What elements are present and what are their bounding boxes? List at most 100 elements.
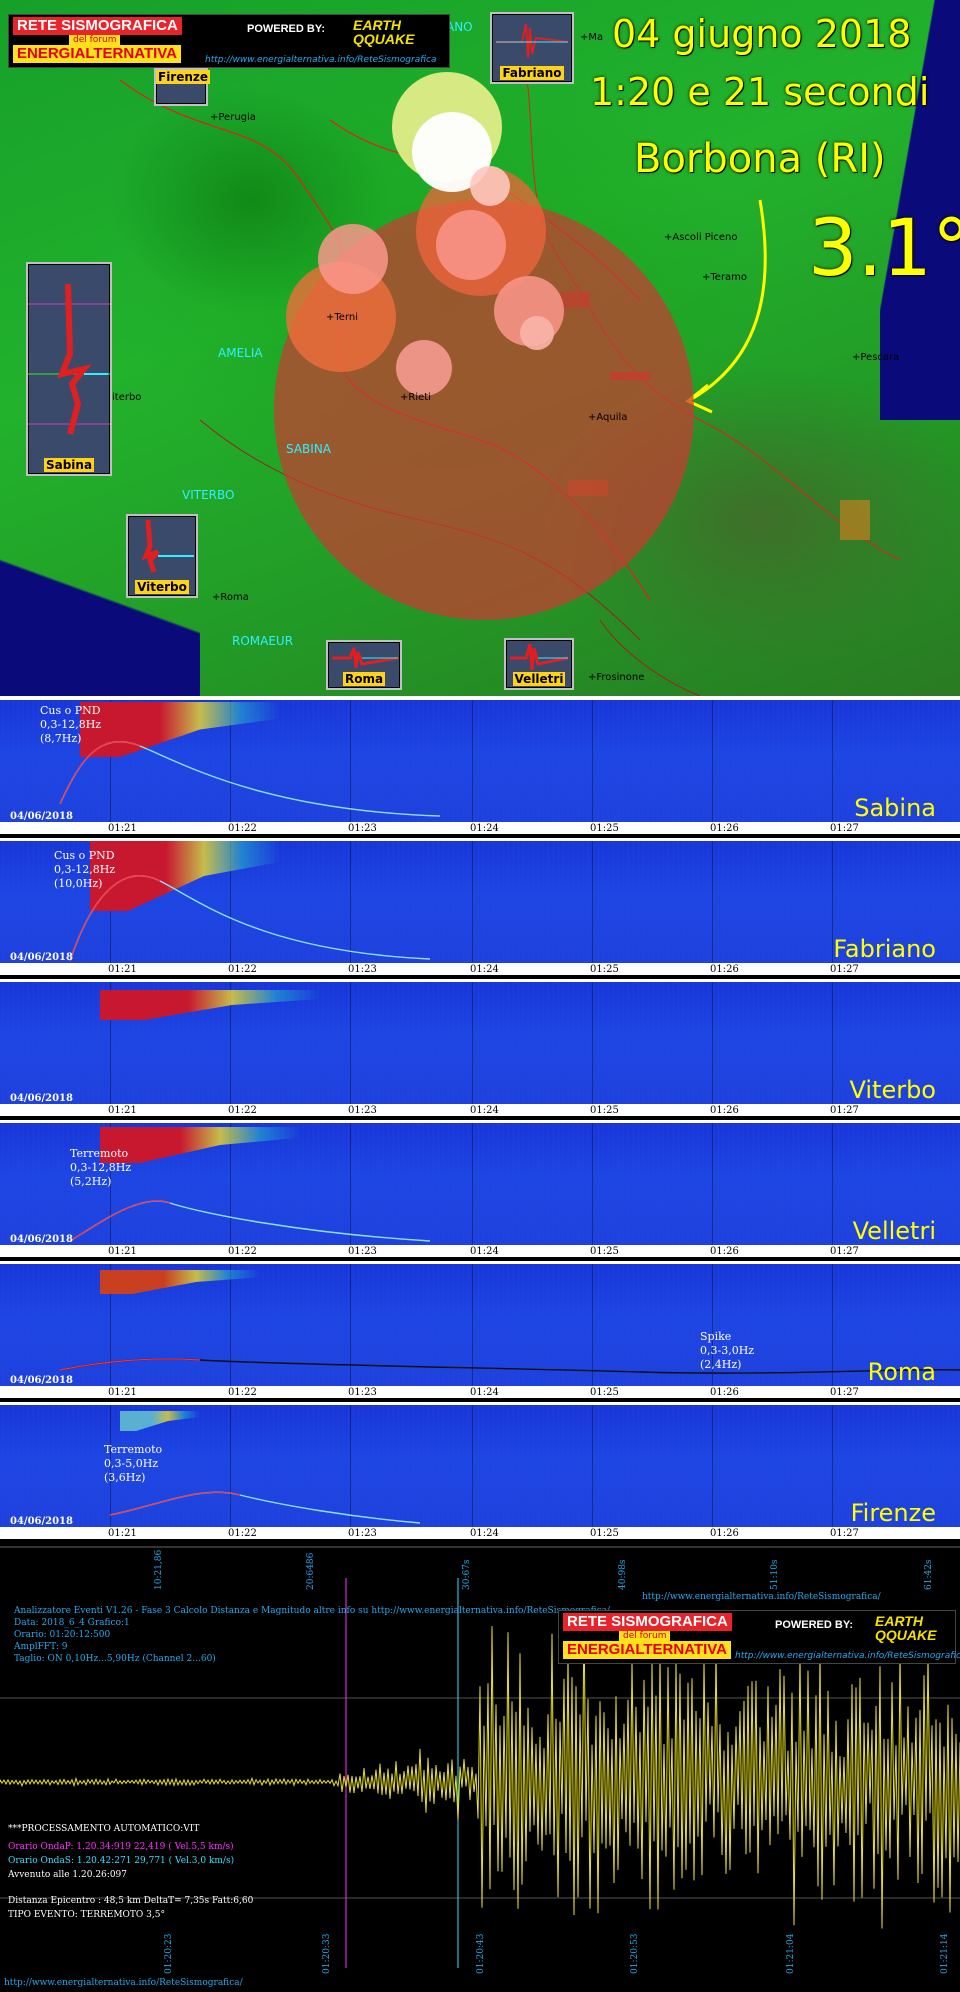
waveform-icon [141,519,194,573]
magnitude-circle [436,210,506,280]
time-tick-label: 01:25 [590,964,619,975]
powered-by-label: POWERED BY: [775,1619,854,1631]
time-tick-label: 01:27 [830,1387,859,1398]
time-tick-label: 01:24 [470,1246,499,1257]
time-tick-label: 01:27 [830,1528,859,1539]
time-tick-label: 01:21 [108,1105,137,1116]
time-axis-strip [0,1104,960,1116]
time-tick-label: 01:21 [108,1528,137,1539]
station-label: ROMAEUR [232,634,294,648]
logo-name: ENERGIALTERNATIVA [13,45,181,63]
station-thumbnail-firenze[interactable]: Firenze [154,68,211,106]
time-tick-label: 01:26 [710,1387,739,1398]
waveform-icon [28,283,110,435]
grid-line [472,1123,473,1245]
network-logo: RETE SISMOGRAFICA del forum ENERGIALTERN… [8,14,450,68]
bottom-time-marker: 01:20:43 [476,1933,486,1974]
logo-url: http://www.energialternativa.info/ReteSi… [205,55,437,65]
time-axis-strip [0,1386,960,1398]
grid-line [832,841,833,963]
time-tick-label: 01:25 [590,823,619,834]
grid-line [832,982,833,1104]
grid-line [712,841,713,963]
time-tick-label: 01:24 [470,1387,499,1398]
event-type: TIPO EVENTO: TERREMOTO 3,5° [8,1910,165,1920]
seismogram-waveform [0,1578,960,1968]
panel-date: 04/06/2018 [10,1516,73,1527]
grid-line [592,1405,593,1527]
station-label: AMELIA [218,346,263,360]
time-tick-label: 01:26 [710,1246,739,1257]
time-tick-label: 01:23 [348,1105,377,1116]
city-label: +Teramo [702,272,748,283]
analyzer-ampl: AmplFFT: 9 [14,1642,68,1652]
analyzer-date: Data: 2018_6_4 Grafico:1 [14,1618,130,1628]
time-tick-label: 01:27 [830,1105,859,1116]
time-tick-label: 01:24 [470,1528,499,1539]
city-label: +Ma [580,32,604,43]
panel-annotation: Terremoto 0,3-5,0Hz (3,6Hz) [104,1443,163,1484]
station-thumbnail-sabina[interactable]: Sabina [26,262,112,476]
sea-area [880,0,960,420]
station-thumbnail-velletri[interactable]: Velletri [504,638,574,690]
time-tick-label: 01:22 [228,1387,257,1398]
time-tick-label: 01:21 [108,823,137,834]
time-axis-strip [0,1527,960,1539]
time-tick-label: 01:22 [228,1528,257,1539]
time-tick-label: 01:24 [470,964,499,975]
city-label: +Roma [212,592,249,603]
logo-subtitle: del forum [69,35,121,45]
grid-line [832,700,833,822]
logo-subtitle: del forum [619,1631,671,1641]
panel-station-name: Velletri [852,1217,936,1245]
station-thumbnail-roma[interactable]: Roma [326,640,402,690]
time-tick-label: 01:25 [590,1387,619,1398]
event-date: 04 giugno 2018 [612,12,912,56]
time-tick-label: 01:23 [348,823,377,834]
grid-line [350,982,351,1104]
bottom-time-marker: 01:20:33 [322,1933,332,1974]
grid-line [230,841,231,963]
magnitude-circle [470,166,510,206]
grid-line [350,841,351,963]
panel-station-name: Viterbo [849,1076,936,1104]
time-tick-label: 01:24 [470,1105,499,1116]
panel-date: 04/06/2018 [10,811,73,822]
panel-annotation: Terremoto 0,3-12,8Hz (5,2Hz) [70,1147,132,1188]
earthquake-logo-bottom: QQUAKE [875,1627,937,1643]
time-tick-label: 01:27 [830,1246,859,1257]
grid-line [230,982,231,1104]
time-tick-label: 01:22 [228,1246,257,1257]
amplitude-curve [69,875,431,962]
top-time-marker: 10:21,86 [154,1549,164,1590]
top-time-marker: 40:98s [618,1559,628,1590]
earthquake-logo-top: EARTH [875,1613,923,1629]
epicenter-map: +Perugia +Terni +Rieti +Aquila +Ascoli P… [0,0,960,699]
grid-line [350,1123,351,1245]
grid-line [230,1405,231,1527]
panel-station-name: Fabriano [833,935,936,963]
epicenter-distance: Distanza Epicentro : 48,5 km DeltaT= 7,3… [8,1896,254,1906]
grid-line [230,700,231,822]
grid-line [832,1405,833,1527]
top-time-marker: 30:67s [462,1559,472,1590]
grid-line [110,1405,111,1527]
s-wave-time: Orario OndaS: 1.20.42:271 29,771 ( Vel.3… [8,1856,235,1866]
time-axis-strip [0,963,960,975]
time-tick-label: 01:23 [348,1387,377,1398]
waveform-icon [510,643,569,671]
analyzer-header: Analizzatore Eventi V1.26 - Fase 3 Calco… [14,1606,611,1616]
time-tick-label: 01:22 [228,1105,257,1116]
spectrogram-viterbo: 01:21 01:22 01:23 01:24 01:25 01:26 01:27 04/06… [0,979,960,1116]
amplitude-curve [109,1491,421,1524]
top-time-marker: 51:10s [770,1559,780,1590]
time-axis-strip [0,1245,960,1257]
station-thumbnail-fabriano[interactable]: Fabriano [490,12,574,84]
city-label: +Terni [326,312,358,323]
grid-line [712,1264,713,1386]
panel-date: 04/06/2018 [10,1093,73,1104]
event-magnitude: 3.1° [808,204,960,294]
grid-line [592,982,593,1104]
grid-line [592,1264,593,1386]
station-thumbnail-viterbo[interactable]: Viterbo [126,514,198,598]
